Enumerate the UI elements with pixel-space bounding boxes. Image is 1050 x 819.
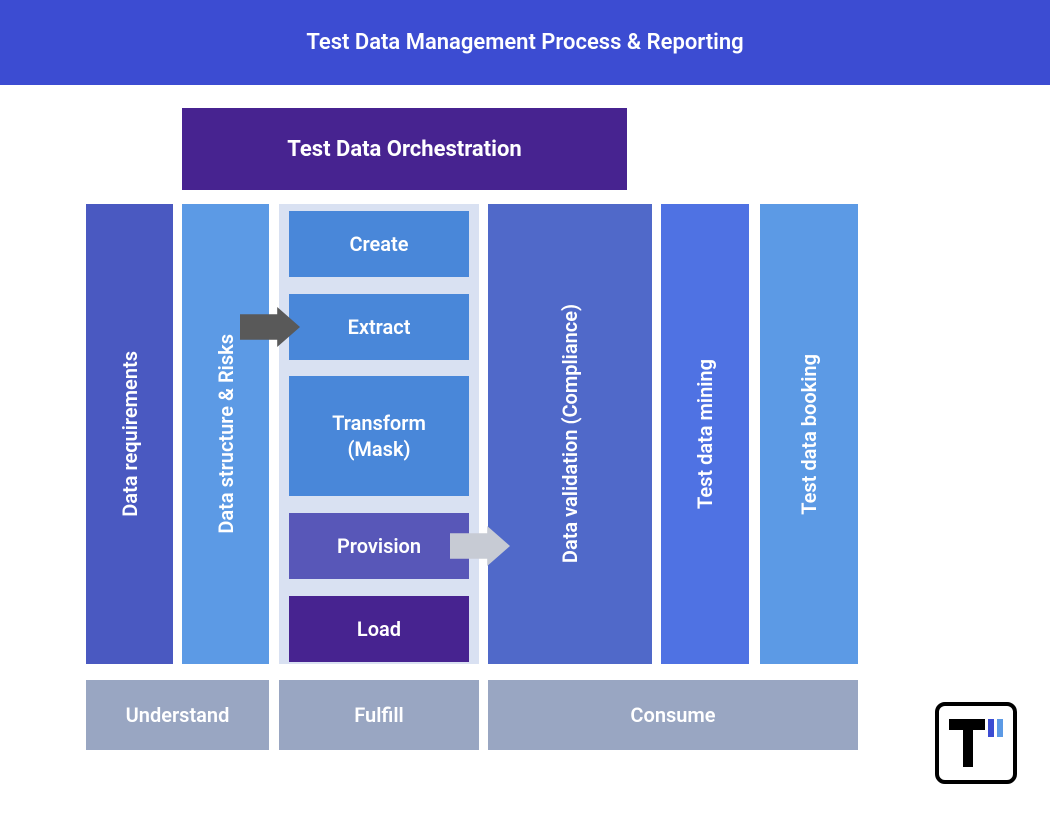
column-data-requirements: Data requirements — [86, 204, 173, 664]
step-create: Create — [289, 211, 469, 277]
logo-accent-1-icon — [988, 719, 994, 737]
arrow-from-provision-icon — [450, 526, 510, 566]
step-transform: Transform (Mask) — [289, 376, 469, 496]
column-label-test-data-mining: Test data mining — [692, 359, 718, 509]
column-data-structure-risks: Data structure & Risks — [182, 204, 269, 664]
header-bar: Test Data Management Process & Reporting — [0, 0, 1050, 85]
column-label-test-data-booking: Test data booking — [796, 354, 822, 515]
brand-logo — [935, 702, 1017, 784]
column-label-data-requirements: Data requirements — [117, 351, 143, 517]
orchestration-block: Test Data Orchestration — [182, 108, 627, 190]
step-extract: Extract — [289, 294, 469, 360]
column-test-data-mining: Test data mining — [661, 204, 749, 664]
phase-consume: Consume — [488, 680, 858, 750]
phase-fulfill: Fulfill — [279, 680, 479, 750]
phase-understand: Understand — [86, 680, 269, 750]
column-test-data-booking: Test data booking — [760, 204, 858, 664]
step-load: Load — [289, 596, 469, 662]
column-label-data-validation: Data validation (Compliance) — [557, 304, 583, 563]
orchestration-label: Test Data Orchestration — [287, 137, 521, 162]
step-provision: Provision — [289, 513, 469, 579]
header-title: Test Data Management Process & Reporting — [306, 30, 743, 55]
column-data-validation: Data validation (Compliance) — [488, 204, 652, 664]
arrow-to-extract-icon — [240, 307, 300, 347]
column-label-data-structure-risks: Data structure & Risks — [213, 334, 239, 534]
logo-t-stem-icon — [963, 719, 973, 766]
logo-accent-2-icon — [997, 719, 1003, 737]
